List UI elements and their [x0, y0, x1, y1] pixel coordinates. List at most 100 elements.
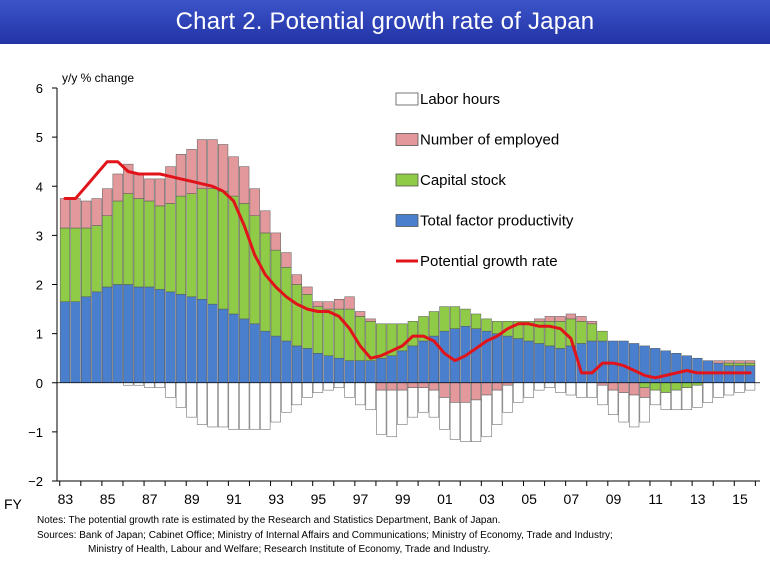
bar-tfp	[692, 357, 703, 383]
bar-labor-hours	[428, 389, 439, 418]
x-tick-label: 97	[353, 491, 369, 507]
bar-tfp	[671, 353, 682, 383]
bar-labor-hours	[671, 389, 682, 411]
bar-tfp	[534, 343, 545, 384]
bar-labor-hours	[607, 389, 619, 415]
bar-capital-stock	[91, 225, 102, 293]
y-tick-label: 6	[36, 81, 43, 96]
bar-employed-negative	[481, 382, 492, 396]
bar-tfp	[586, 340, 598, 383]
bar-capital-stock	[449, 306, 461, 329]
bar-tfp	[123, 284, 134, 383]
bar-tfp	[323, 355, 334, 384]
bar-employed-negative	[418, 382, 429, 388]
x-tick-label: 11	[648, 491, 663, 507]
bar-employed-negative	[397, 382, 408, 391]
bar-tfp	[175, 294, 187, 383]
bar-employed	[175, 154, 187, 197]
bar-labor-hours	[492, 389, 503, 425]
bar-employed	[80, 200, 92, 229]
bar-capital-stock	[734, 362, 745, 366]
bar-employed	[112, 173, 123, 202]
bar-labor-hours	[365, 382, 376, 411]
bar-labor-hours	[196, 382, 208, 425]
bar-labor-hours	[376, 389, 387, 435]
y-tick-label: 4	[36, 179, 43, 194]
y-tick-label: −2	[28, 474, 43, 489]
bar-employed	[323, 301, 334, 310]
x-tick-label: 05	[521, 491, 537, 507]
bar-employed	[207, 139, 218, 189]
bar-labor-hours	[344, 382, 355, 398]
bar-capital-stock	[175, 195, 187, 295]
bar-capital-stock	[386, 323, 397, 356]
legend-swatch-employed	[395, 133, 419, 146]
bar-labor-hours	[555, 382, 566, 393]
bar-employed	[186, 149, 197, 194]
legend-label-capital-stock: Capital stock	[420, 172, 506, 189]
x-tick-label: 87	[142, 491, 158, 507]
bar-labor-hours	[144, 382, 155, 388]
bar-capital-stock	[470, 313, 482, 329]
bar-capital-stock	[407, 321, 418, 347]
bar-capital-stock	[576, 321, 587, 344]
bar-labor-hours	[228, 382, 239, 430]
bar-tfp	[102, 286, 113, 383]
bar-employed-negative	[607, 382, 619, 391]
bar-employed	[576, 316, 587, 322]
legend-swatch-capital-stock	[395, 173, 419, 187]
bar-capital-stock	[144, 200, 155, 288]
chart-title: Chart 2. Potential growth rate of Japan	[175, 8, 595, 35]
bar-tfp	[239, 318, 250, 384]
bar-tfp	[144, 286, 155, 383]
bar-capital-stock	[302, 294, 313, 349]
bar-tfp	[555, 348, 566, 383]
bar-employed	[544, 316, 555, 322]
bar-capital-stock	[165, 203, 176, 293]
bar-tfp	[165, 291, 176, 383]
bar-employed	[91, 198, 102, 226]
bar-tfp	[186, 296, 197, 383]
x-tick-label: 03	[479, 491, 495, 507]
bar-labor-hours	[439, 397, 450, 430]
bar-employed-negative	[639, 387, 650, 398]
bar-labor-hours	[165, 382, 176, 398]
bar-tfp	[523, 340, 534, 383]
bar-employed-negative	[407, 382, 418, 388]
bar-employed	[239, 166, 250, 204]
bar-labor-hours	[586, 382, 598, 398]
line-layer	[63, 160, 752, 380]
bar-labor-hours	[629, 394, 640, 428]
bar-employed	[586, 321, 598, 325]
bar-employed	[713, 360, 724, 364]
bar-tfp	[133, 286, 144, 383]
bar-capital-stock	[523, 321, 534, 342]
bar-capital-stock	[513, 321, 524, 339]
x-tick-label: 01	[437, 491, 453, 507]
bar-capital-stock	[80, 227, 92, 298]
y-axis-label: y/y % change	[62, 71, 134, 85]
bar-employed	[555, 316, 566, 322]
bar-capital-stock	[744, 362, 756, 366]
bar-tfp	[397, 350, 408, 384]
bar-capital-stock	[270, 249, 281, 337]
bar-capital-stock-negative	[671, 382, 682, 391]
bar-employed	[355, 311, 366, 317]
bar-capital-stock	[323, 308, 334, 356]
bar-labor-hours	[260, 382, 271, 430]
bar-labor-hours	[333, 382, 345, 388]
bar-capital-stock	[397, 323, 408, 352]
bar-tfp	[629, 343, 640, 384]
bar-employed-negative	[449, 382, 461, 403]
bar-labor-hours	[650, 389, 661, 406]
bar-employed	[734, 360, 745, 364]
bar-employed-negative	[470, 382, 482, 401]
bar-capital-stock	[218, 190, 229, 310]
bar-capital-stock	[207, 188, 218, 305]
bar-employed	[196, 139, 208, 189]
bar-employed-negative	[618, 382, 629, 393]
x-axis-prefix: FY	[4, 496, 23, 512]
bar-capital-stock	[196, 188, 208, 300]
bar-tfp	[386, 355, 397, 384]
bar-capital-stock	[102, 215, 113, 288]
